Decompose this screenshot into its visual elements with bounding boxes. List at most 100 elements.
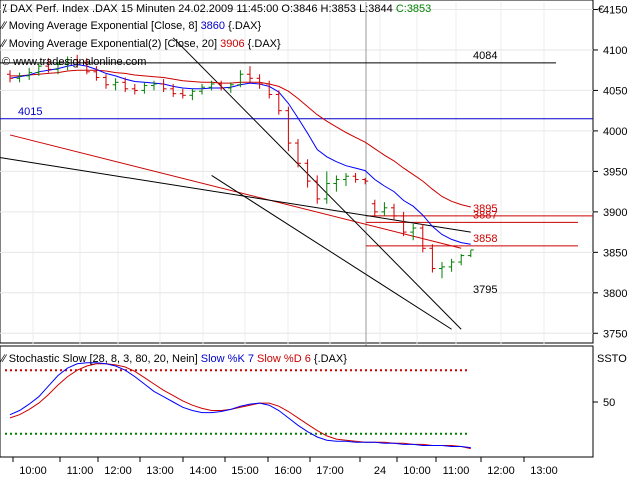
- price-bar: [93, 66, 100, 81]
- time-tick-label: 13:00: [530, 465, 558, 477]
- time-tick-label: 14:00: [189, 465, 217, 477]
- symbol-header: ⁒ DAX Perf. Index .DAX 15 Minuten 24.02.…: [2, 3, 431, 16]
- price-bar: [467, 249, 474, 258]
- trendline-lower-long-trend: [0, 157, 471, 233]
- price-bar: [458, 253, 465, 266]
- price-bar: [151, 80, 157, 91]
- price-bar: [218, 80, 225, 91]
- price-bar: [247, 66, 253, 83]
- price-grid: [0, 8, 593, 334]
- level-label: 3887: [473, 209, 497, 221]
- indicator-icon: ∕∕: [2, 20, 6, 32]
- price-bar: [256, 74, 263, 89]
- price-bar: [227, 82, 234, 93]
- price-bar: [448, 258, 455, 272]
- price-bar: [83, 58, 90, 75]
- price-bar: [112, 78, 119, 91]
- price-tick-label: 4000: [603, 126, 627, 138]
- time-tick-label: 24: [374, 465, 386, 477]
- price-bar: [160, 79, 167, 93]
- time-tick-label: 12:00: [487, 465, 515, 477]
- stochastic-axis-label: SSTO: [597, 353, 627, 365]
- price-bar: [285, 106, 292, 152]
- price-tick-label: 3800: [603, 288, 627, 300]
- ema8-source: {.DAX}: [228, 20, 262, 32]
- price-tick-label: 3950: [603, 166, 627, 178]
- watermark-text: www.tradesignalonline.com: [13, 56, 147, 68]
- time-tick-label: 11:00: [67, 465, 94, 477]
- instrument-icon: ⁒: [2, 3, 7, 15]
- price-bar: [141, 82, 148, 94]
- level-label: 3795: [473, 284, 497, 296]
- price-tick-label: 4050: [603, 85, 627, 97]
- price-bar: [400, 211, 407, 237]
- copyright-icon: ©: [2, 56, 11, 68]
- price-tick-label: 3850: [603, 247, 627, 259]
- price-bar: [74, 54, 81, 68]
- price-bar: [237, 70, 244, 88]
- price-tick-label: 3900: [603, 207, 627, 219]
- ema20-legend: ∕∕ Moving Average Exponential(2) [Close,…: [2, 38, 281, 51]
- price-bar: [7, 70, 13, 83]
- stochastic-k-label: Slow %K 7: [200, 353, 254, 365]
- price-axis: 3750 3800 3850 3900 3950 4000 4050 4100 4150: [593, 4, 627, 340]
- symbol-instrument: .DAX: [91, 3, 118, 15]
- price-bar: [199, 83, 205, 95]
- price-bars: [7, 54, 474, 279]
- level-label: 4015: [18, 106, 42, 118]
- price-tick-label: 3750: [603, 328, 627, 340]
- ema20-label: Moving Average Exponential(2) [Close, 20…: [8, 38, 218, 50]
- price-bar: [26, 67, 33, 80]
- price-tick-label: 4100: [603, 45, 627, 57]
- watermark: © www.tradesignalonline.com: [2, 56, 146, 69]
- ema8-value: 3860: [200, 20, 226, 32]
- price-bar: [410, 224, 417, 241]
- stochastic-source: {.DAX}: [313, 353, 347, 365]
- stochastic-axis: 50: [593, 397, 615, 409]
- symbol-datetime: 24.02.2009 11:45:00: [178, 3, 279, 15]
- trendline-channel-support: [211, 175, 452, 330]
- price-bar: [179, 88, 186, 99]
- price-bar: [381, 202, 388, 216]
- time-tick-label: 17:00: [316, 465, 344, 477]
- symbol-high: H:3853: [320, 3, 357, 15]
- symbol-name: DAX Perf. Index: [10, 3, 89, 15]
- level-label: 4084: [473, 50, 497, 62]
- price-bar: [170, 83, 177, 97]
- level-label: 3895: [473, 203, 497, 215]
- price-bar: [189, 88, 196, 101]
- trendline-upper-downtrend: [9, 134, 462, 249]
- price-bar: [64, 56, 71, 71]
- price-bar: [131, 83, 138, 95]
- price-bar: [429, 244, 436, 273]
- ema20-value: 3906: [220, 38, 245, 50]
- stochastic-tick-label: 50: [603, 397, 615, 409]
- time-tick-label: 10:00: [403, 465, 431, 477]
- price-bar: [35, 62, 42, 76]
- price-bar: [419, 224, 426, 253]
- stochastic-k-line: [9, 362, 471, 449]
- indicator-icon: ∕∕: [2, 353, 6, 365]
- time-axis: 10:00 11:00 12:00 13:00 14:00 15:00 16:00 17:00…: [12, 457, 558, 477]
- price-bar: [275, 90, 282, 115]
- price-bar: [333, 175, 340, 192]
- price-bar: [323, 171, 330, 204]
- time-tick-label: 11:00: [443, 465, 470, 477]
- stochastic-d-label: Slow %D 6: [257, 353, 311, 365]
- time-tick-label: 15:00: [231, 465, 259, 477]
- symbol-low: L:3844: [359, 3, 393, 15]
- stochastic-label: Stochastic Slow [28, 8, 3, 80, 20, Nein]: [8, 353, 198, 365]
- ema8-label: Moving Average Exponential [Close, 8]: [8, 20, 198, 32]
- level-label: 3858: [473, 233, 497, 245]
- stochastic-legend: ∕∕ Stochastic Slow [28, 8, 3, 80, 20, Ne…: [2, 353, 347, 366]
- price-bar: [208, 80, 215, 91]
- price-bar: [343, 173, 349, 186]
- price-bar: [439, 262, 445, 279]
- ema20-source: {.DAX}: [247, 38, 281, 50]
- symbol-interval: 15 Minuten: [120, 3, 176, 15]
- price-bar: [304, 159, 311, 188]
- time-tick-label: 13:00: [146, 465, 174, 477]
- symbol-open: O:3846: [281, 3, 318, 15]
